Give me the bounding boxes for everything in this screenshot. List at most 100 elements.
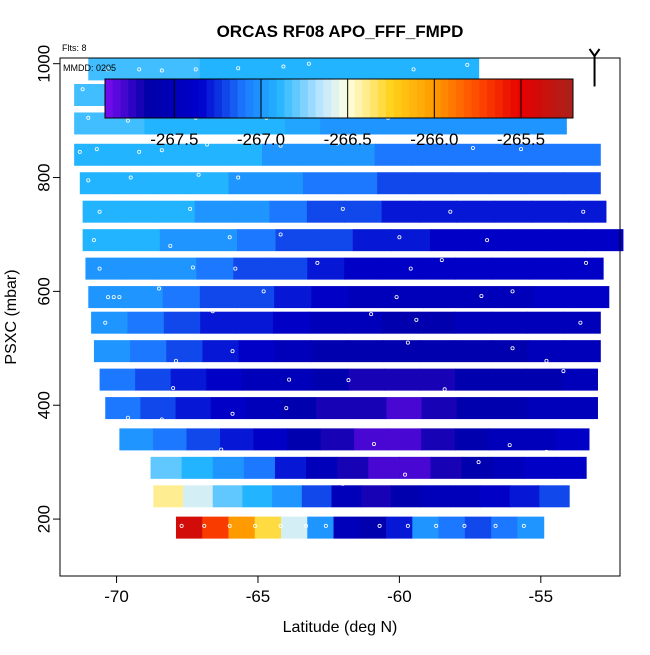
colorbar-segment bbox=[417, 79, 426, 118]
heatmap-cell bbox=[287, 428, 322, 451]
heatmap-cell bbox=[88, 58, 117, 81]
sample-point bbox=[465, 62, 470, 67]
heatmap-cell bbox=[374, 143, 413, 166]
sample-point bbox=[476, 460, 481, 465]
heatmap-cell bbox=[386, 516, 413, 539]
heatmap-cell bbox=[455, 257, 493, 280]
sample-point bbox=[281, 64, 286, 69]
colorbar-segment bbox=[237, 79, 246, 118]
heatmap-cell bbox=[468, 229, 508, 252]
heatmap-cell bbox=[521, 428, 556, 451]
sample-point bbox=[581, 209, 586, 214]
heatmap-cell bbox=[526, 368, 563, 391]
heatmap-cell bbox=[121, 229, 161, 252]
heatmap-cell bbox=[523, 456, 556, 479]
colorbar bbox=[104, 78, 574, 119]
heatmap-band bbox=[85, 257, 604, 280]
colorbar-segment bbox=[276, 79, 285, 118]
heatmap-band bbox=[99, 368, 598, 391]
sample-point bbox=[584, 260, 589, 265]
heatmap-cell bbox=[331, 485, 362, 508]
heatmap-cell bbox=[384, 368, 421, 391]
heatmap-cell bbox=[566, 257, 604, 280]
heatmap-cell bbox=[302, 172, 341, 195]
x-tick-label: -70 bbox=[104, 587, 129, 606]
heatmap-cell bbox=[385, 286, 424, 309]
heatmap-cell bbox=[455, 340, 493, 363]
sample-point bbox=[519, 147, 524, 152]
heatmap-cell bbox=[488, 428, 523, 451]
heatmap-cell bbox=[430, 456, 463, 479]
heatmap-cell bbox=[399, 456, 432, 479]
colorbar-segment bbox=[471, 79, 480, 118]
y-tick-label: 400 bbox=[35, 391, 54, 419]
sample-point bbox=[346, 378, 351, 383]
heatmap-cell bbox=[347, 340, 384, 363]
heatmap-cell bbox=[99, 368, 136, 391]
heatmap-band bbox=[150, 456, 587, 479]
heatmap-cell bbox=[525, 172, 564, 195]
heatmap-cell bbox=[386, 397, 423, 420]
heatmap-cell bbox=[272, 311, 310, 334]
colorbar-segment bbox=[323, 79, 332, 118]
sample-point bbox=[156, 286, 161, 291]
colorbar-segment bbox=[448, 79, 457, 118]
heatmap-cell bbox=[531, 200, 570, 223]
plot-frame bbox=[59, 57, 621, 577]
heatmap-cell bbox=[480, 485, 511, 508]
sample-point bbox=[544, 449, 549, 454]
sample-point bbox=[190, 265, 195, 270]
sample-point bbox=[442, 387, 447, 392]
heatmap-band bbox=[153, 485, 570, 508]
sample-point bbox=[213, 391, 218, 396]
y-tick-label: 800 bbox=[35, 163, 54, 191]
heatmap-cell bbox=[194, 200, 233, 223]
heatmap-cell bbox=[517, 516, 545, 539]
heatmap-bands bbox=[74, 58, 624, 539]
heatmap-cell bbox=[509, 485, 540, 508]
heatmap-cell bbox=[220, 428, 255, 451]
sample-point bbox=[493, 523, 498, 528]
heatmap-cell bbox=[270, 257, 308, 280]
heatmap-cell bbox=[199, 286, 238, 309]
arrow-head bbox=[588, 48, 601, 58]
heatmap-cell bbox=[554, 456, 587, 479]
heatmap-cell bbox=[312, 368, 350, 391]
heatmap-band bbox=[93, 340, 601, 363]
heatmap-cell bbox=[283, 58, 312, 81]
sample-point bbox=[287, 377, 292, 382]
heatmap-cell bbox=[381, 257, 419, 280]
colorbar-segment bbox=[292, 79, 301, 118]
heatmap-cell bbox=[91, 311, 129, 334]
sample-point bbox=[210, 309, 215, 314]
sample-point bbox=[306, 61, 311, 66]
colorbar-segment bbox=[510, 79, 519, 118]
heatmap-cell bbox=[153, 485, 184, 508]
heatmap-cell bbox=[344, 200, 383, 223]
colorbar-tick-label: -266.5 bbox=[324, 130, 372, 149]
heatmap-band bbox=[88, 286, 610, 309]
heatmap-cell bbox=[212, 456, 245, 479]
heatmap-cell bbox=[422, 286, 461, 309]
sample-point bbox=[485, 238, 490, 243]
heatmap-cell bbox=[254, 516, 282, 539]
heatmap-cell bbox=[202, 516, 230, 539]
colorbar-segment bbox=[346, 79, 356, 118]
colorbar-segment bbox=[549, 79, 558, 118]
sample-point bbox=[202, 523, 207, 528]
sample-point bbox=[253, 523, 258, 528]
heatmap-cell bbox=[545, 229, 585, 252]
heatmap-cell bbox=[345, 311, 383, 334]
heatmap-cell bbox=[344, 257, 382, 280]
sample-point bbox=[304, 523, 309, 528]
heatmap-band bbox=[105, 397, 598, 420]
x-tick-label: -60 bbox=[387, 587, 412, 606]
heatmap-cell bbox=[309, 311, 347, 334]
colorbar-segment bbox=[518, 79, 527, 118]
colorbar-segment bbox=[206, 79, 215, 118]
colorbar-segment bbox=[253, 79, 262, 118]
heatmap-cell bbox=[564, 340, 601, 363]
colorbar-segment bbox=[183, 79, 192, 118]
sample-point bbox=[125, 415, 130, 420]
heatmap-cell bbox=[527, 397, 563, 420]
